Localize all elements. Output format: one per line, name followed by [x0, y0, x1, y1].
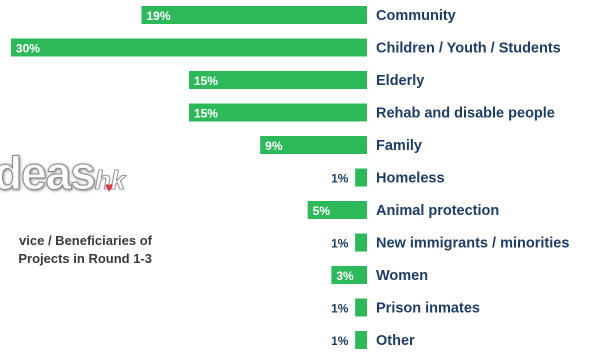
- logo-word: deas: [0, 147, 96, 200]
- bar-value-label: 1%: [331, 237, 349, 251]
- heart-icon: ♥: [105, 179, 114, 195]
- bar-value-label: 3%: [336, 269, 354, 283]
- bar-value-label: 15%: [194, 107, 218, 121]
- logo-suffix: hk: [94, 165, 126, 196]
- bar-value-label: 9%: [265, 139, 283, 153]
- category-label: Homeless: [376, 171, 445, 187]
- bar: [355, 168, 367, 187]
- bar-value-label: 19%: [146, 9, 170, 23]
- bar-value-label: 15%: [194, 74, 218, 88]
- chart-caption-line-2: Projects in Round 1-3: [18, 251, 152, 266]
- bar: [10, 38, 368, 57]
- bar-value-label: 1%: [331, 172, 349, 186]
- bar-value-label: 30%: [16, 42, 40, 56]
- category-label: New immigrants / minorities: [376, 236, 569, 252]
- bar: [331, 266, 367, 284]
- bar-value-label: 1%: [331, 334, 349, 348]
- category-label: Family: [376, 138, 422, 154]
- category-label: Other: [376, 333, 415, 349]
- chart-caption-line-1: vice / Beneficiaries of: [19, 233, 152, 248]
- bar: [188, 71, 367, 89]
- category-label: Women: [376, 268, 428, 284]
- bar: [141, 6, 367, 24]
- bar-value-label: 5%: [313, 204, 331, 218]
- bar: [355, 233, 367, 252]
- category-label: Children / Youth / Students: [376, 41, 561, 57]
- category-label: Prison inmates: [376, 301, 480, 317]
- category-label: Community: [376, 8, 456, 24]
- bar-value-label: 1%: [331, 302, 349, 316]
- category-label: Animal protection: [376, 203, 499, 219]
- ideas-hk-logo: deashk ♥: [0, 146, 126, 200]
- bar: [307, 201, 367, 219]
- category-label: Elderly: [376, 73, 424, 89]
- bar: [260, 136, 367, 154]
- category-label: Rehab and disable people: [376, 106, 555, 122]
- bar: [355, 331, 367, 349]
- bar: [355, 298, 367, 317]
- bar: [188, 103, 367, 122]
